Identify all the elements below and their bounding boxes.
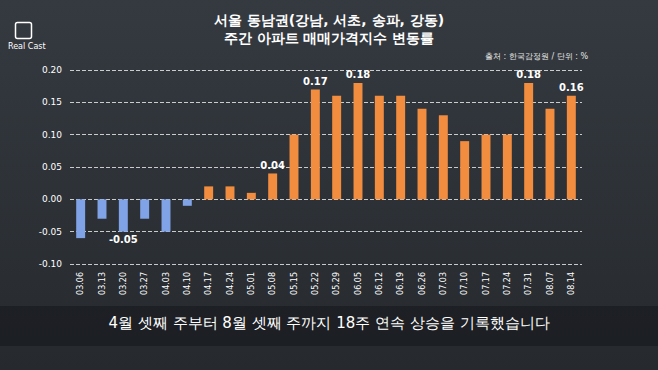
- svg-text:0.05: 0.05: [42, 162, 62, 172]
- svg-text:06.05: 06.05: [354, 272, 363, 295]
- svg-text:0.18: 0.18: [516, 69, 541, 80]
- svg-text:03.20: 03.20: [119, 272, 128, 295]
- svg-text:Real Cast: Real Cast: [8, 42, 46, 51]
- svg-text:0.15: 0.15: [42, 97, 62, 107]
- svg-text:-0.05: -0.05: [109, 234, 138, 245]
- svg-text:0.04: 0.04: [260, 160, 285, 171]
- svg-text:4월 셋째 주부터 8월 셋째 주까지 18주 연속 상승을: 4월 셋째 주부터 8월 셋째 주까지 18주 연속 상승을 기록했습니다: [108, 314, 549, 332]
- svg-text:-0.05: -0.05: [39, 227, 62, 237]
- svg-text:03.06: 03.06: [76, 272, 85, 295]
- svg-text:06.26: 06.26: [418, 272, 427, 295]
- svg-text:05.15: 05.15: [290, 272, 299, 295]
- svg-text:06.12: 06.12: [375, 272, 384, 295]
- svg-text:0.17: 0.17: [303, 76, 328, 87]
- svg-text:03.27: 03.27: [140, 272, 149, 295]
- svg-text:05.08: 05.08: [268, 272, 277, 295]
- svg-text:0.00: 0.00: [42, 194, 62, 204]
- svg-text:07.10: 07.10: [460, 272, 469, 295]
- svg-text:0.20: 0.20: [42, 65, 62, 75]
- svg-text:08.07: 08.07: [546, 272, 555, 295]
- svg-text:0.18: 0.18: [346, 69, 371, 80]
- svg-text:주간 아파트 매매가격지수 변동률: 주간 아파트 매매가격지수 변동률: [224, 30, 435, 46]
- svg-text:05.01: 05.01: [247, 272, 256, 295]
- svg-text:07.24: 07.24: [503, 272, 512, 295]
- svg-text:03.13: 03.13: [98, 272, 107, 295]
- svg-text:출처 : 한국감정원 / 단위 : %: 출처 : 한국감정원 / 단위 : %: [485, 52, 588, 61]
- svg-text:-0.10: -0.10: [39, 259, 63, 269]
- svg-text:04.10: 04.10: [183, 272, 192, 295]
- svg-text:08.14: 08.14: [567, 272, 576, 295]
- svg-text:06.19: 06.19: [396, 272, 405, 295]
- svg-text:05.22: 05.22: [311, 272, 320, 295]
- svg-text:05.29: 05.29: [332, 272, 341, 295]
- svg-text:04.03: 04.03: [162, 272, 171, 295]
- svg-text:07.03: 07.03: [439, 272, 448, 295]
- svg-text:07.31: 07.31: [524, 272, 533, 295]
- svg-text:0.16: 0.16: [559, 82, 584, 93]
- svg-text:07.17: 07.17: [482, 272, 491, 295]
- svg-text:04.17: 04.17: [204, 272, 213, 295]
- svg-text:0.10: 0.10: [42, 130, 62, 140]
- svg-text:04.24: 04.24: [226, 272, 235, 295]
- svg-text:서울 동남권(강남, 서초, 송파, 강동): 서울 동남권(강남, 서초, 송파, 강동): [214, 12, 444, 28]
